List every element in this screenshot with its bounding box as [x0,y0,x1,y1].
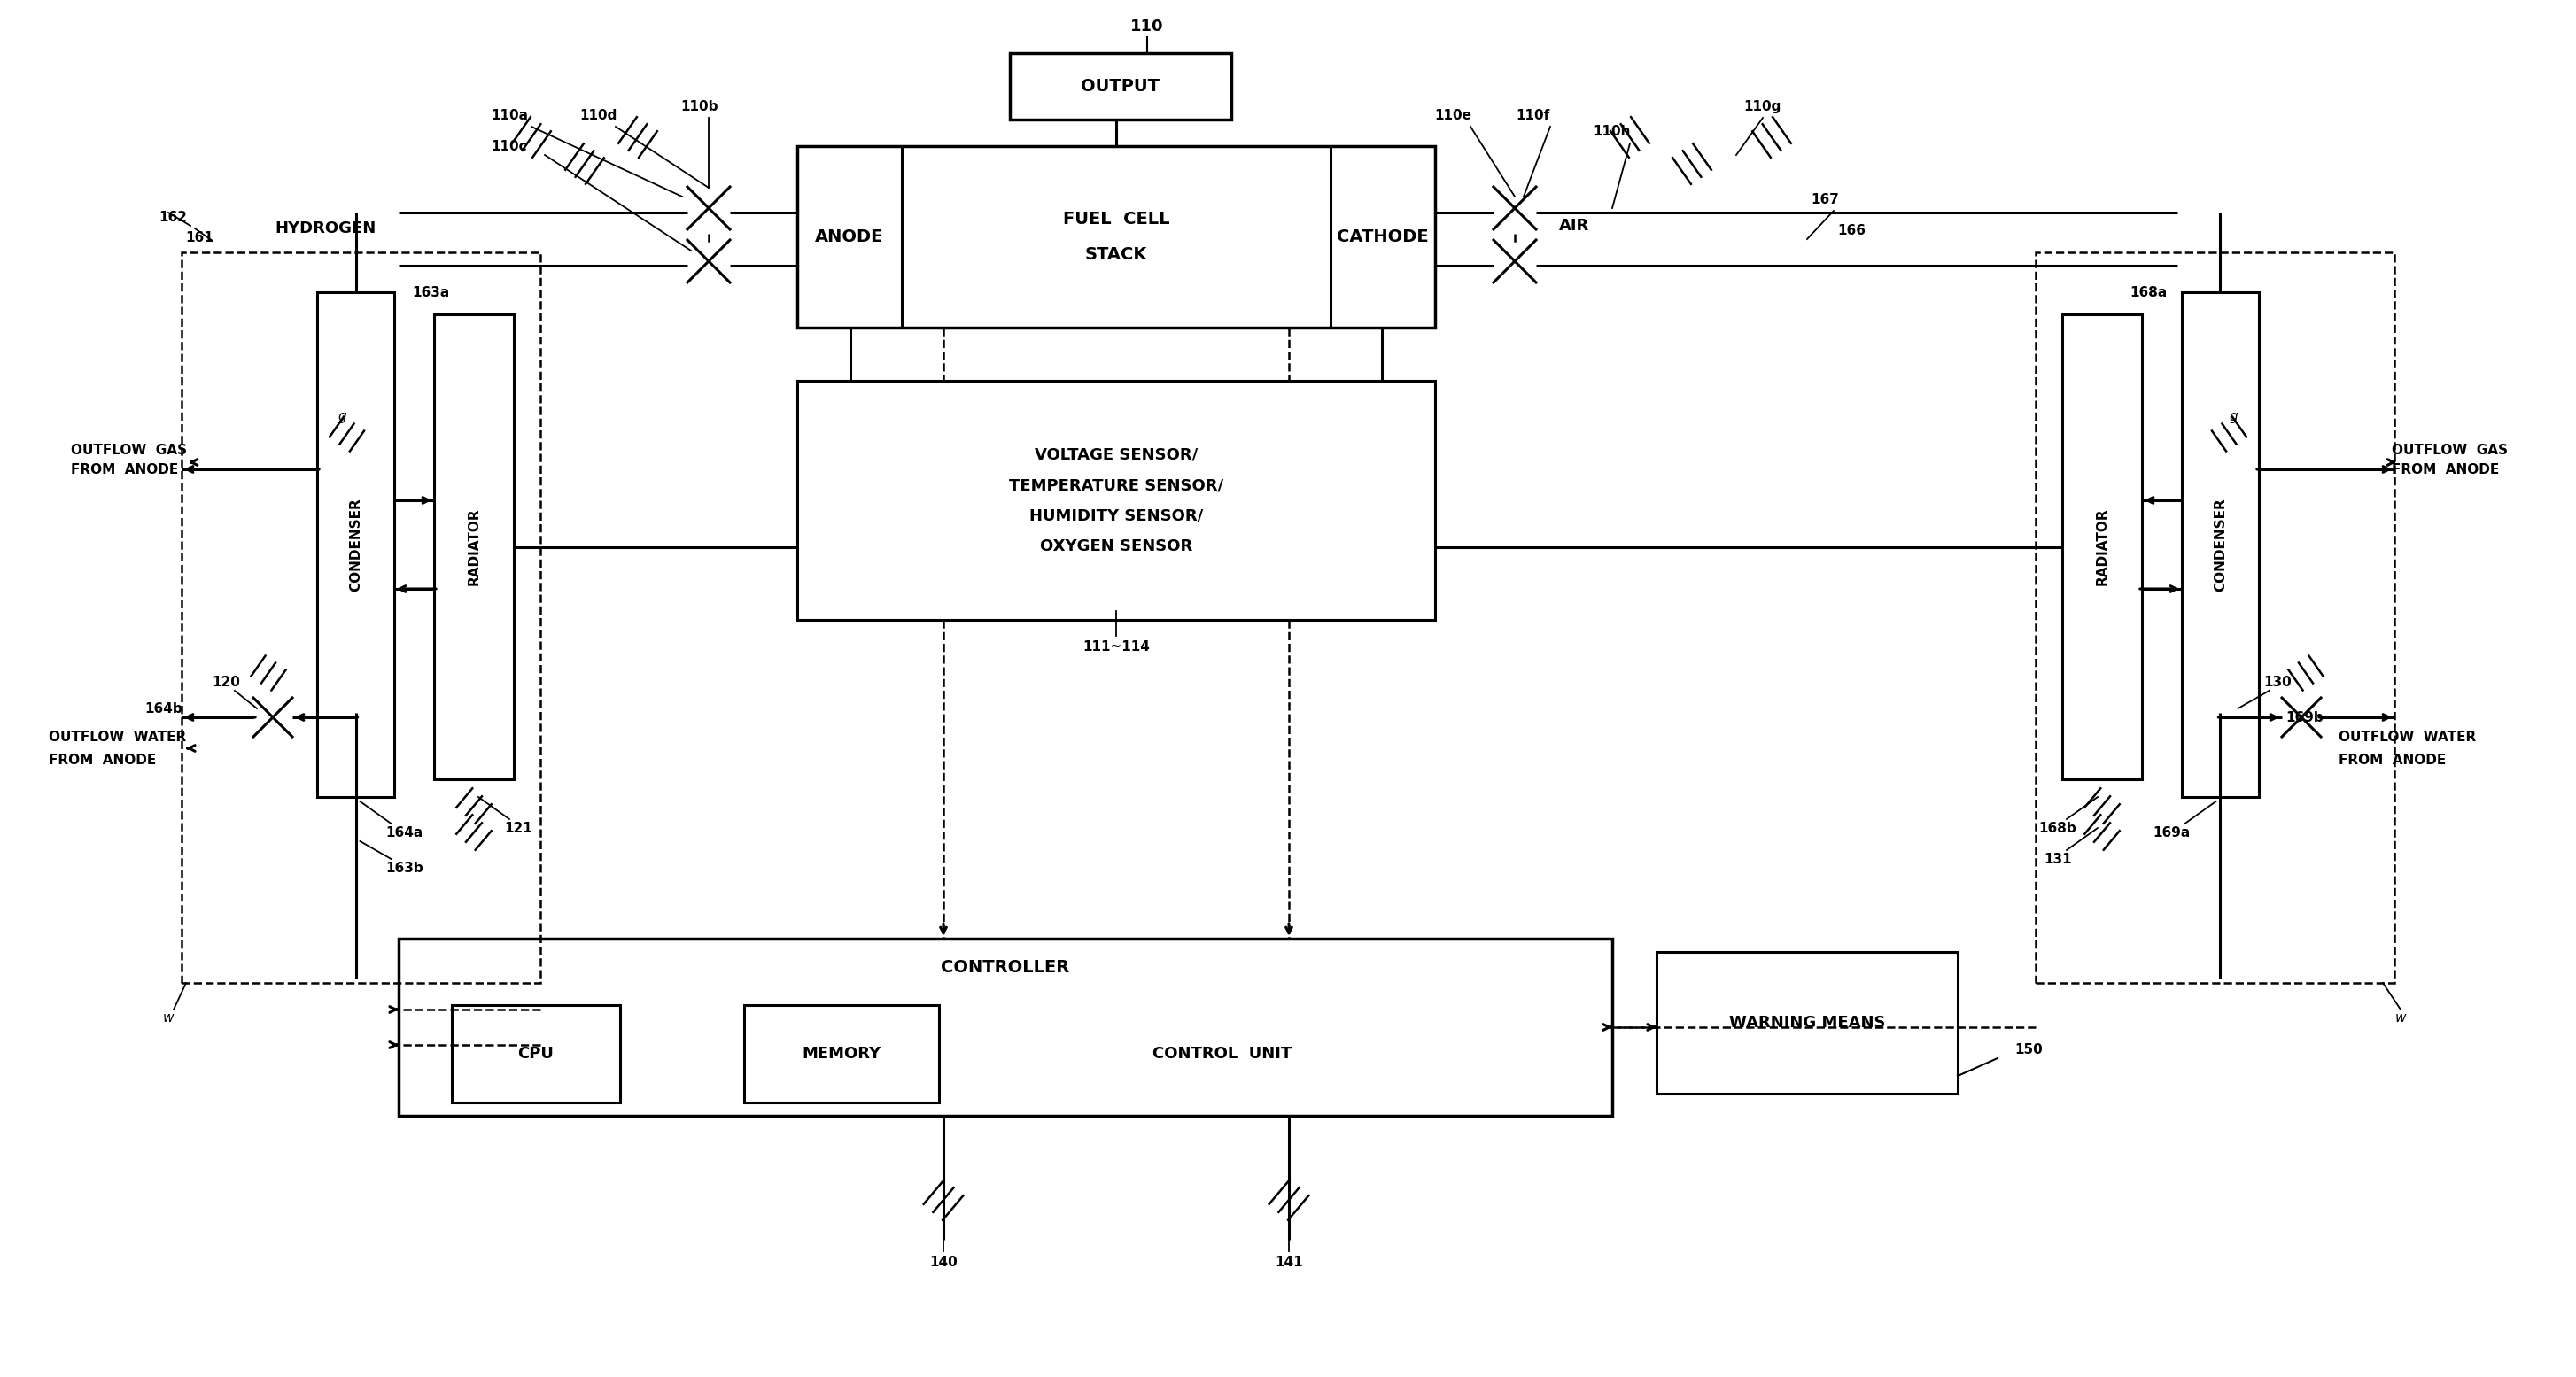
Text: 168b: 168b [2038,821,2076,834]
Text: 110b: 110b [680,99,719,113]
Text: 164b: 164b [144,702,183,715]
Text: CPU: CPU [518,1045,554,1062]
Text: 167: 167 [1811,193,1839,207]
Text: 163a: 163a [412,285,448,299]
Bar [2035,252,2396,983]
Bar [435,314,513,779]
Text: 120: 120 [211,675,240,688]
Text: VOLTAGE SENSOR/: VOLTAGE SENSOR/ [1036,446,1198,463]
Text: CONTROL  UNIT: CONTROL UNIT [1154,1045,1293,1062]
Text: 161: 161 [185,231,214,244]
Text: STACK: STACK [1084,246,1146,263]
Text: CONTROLLER: CONTROLLER [940,958,1069,975]
Text: ANODE: ANODE [814,229,884,245]
Text: 130: 130 [2264,675,2293,688]
Text: 164a: 164a [386,826,422,839]
Text: 166: 166 [1837,223,1865,237]
Text: CATHODE: CATHODE [1337,229,1430,245]
Text: 110d: 110d [580,109,616,121]
Text: HYDROGEN: HYDROGEN [276,220,376,237]
Text: 150: 150 [2014,1042,2043,1056]
Bar [796,381,1435,620]
Bar [317,292,394,797]
Text: 168a: 168a [2130,285,2166,299]
Text: OUTFLOW  WATER: OUTFLOW WATER [49,730,185,744]
Text: 131: 131 [2043,852,2071,866]
Text: OUTFLOW  WATER: OUTFLOW WATER [2339,730,2476,744]
Text: FROM  ANODE: FROM ANODE [49,753,157,767]
Text: RADIATOR: RADIATOR [466,508,482,585]
Bar [2063,314,2141,779]
Text: 111~114: 111~114 [1082,640,1149,653]
Text: FROM  ANODE: FROM ANODE [2391,463,2499,476]
Text: OXYGEN SENSOR: OXYGEN SENSOR [1041,538,1193,555]
Bar [2182,292,2259,797]
Bar [399,939,1613,1115]
Text: 140: 140 [930,1256,958,1268]
Text: FROM  ANODE: FROM ANODE [2339,753,2447,767]
Text: FROM  ANODE: FROM ANODE [72,463,178,476]
Text: 110a: 110a [492,109,528,121]
Bar [451,1005,621,1103]
Text: 169b: 169b [2285,711,2324,724]
Text: g: g [337,409,348,423]
Text: AIR: AIR [1558,218,1589,234]
Bar [1656,952,1958,1093]
Bar [744,1005,940,1103]
Text: RADIATOR: RADIATOR [2094,508,2110,585]
Text: WARNING MEANS: WARNING MEANS [1728,1015,1886,1031]
Text: 163b: 163b [386,861,422,874]
Bar [796,146,1435,328]
Bar [1010,54,1231,120]
Text: FUEL  CELL: FUEL CELL [1064,211,1170,227]
Text: 110: 110 [1131,19,1164,34]
Text: 110f: 110f [1515,109,1548,121]
Text: w: w [2396,1012,2406,1024]
Text: 162: 162 [160,211,188,223]
Text: 141: 141 [1275,1256,1303,1268]
Text: MEMORY: MEMORY [801,1045,881,1062]
Text: OUTPUT: OUTPUT [1082,78,1159,95]
Text: 110g: 110g [1744,99,1783,113]
Text: g: g [2228,409,2239,423]
Text: 121: 121 [505,821,533,834]
Text: 169a: 169a [2154,826,2190,839]
Text: OUTFLOW  GAS: OUTFLOW GAS [72,443,188,457]
Bar [180,252,541,983]
Text: w: w [162,1012,173,1024]
Text: OUTFLOW  GAS: OUTFLOW GAS [2391,443,2509,457]
Text: HUMIDITY SENSOR/: HUMIDITY SENSOR/ [1030,507,1203,523]
Text: 110c: 110c [492,139,528,153]
Text: TEMPERATURE SENSOR/: TEMPERATURE SENSOR/ [1010,478,1224,493]
Text: 110h: 110h [1595,124,1631,138]
Text: 110e: 110e [1435,109,1471,121]
Text: CONDENSER: CONDENSER [348,497,363,592]
Text: CONDENSER: CONDENSER [2213,497,2228,592]
